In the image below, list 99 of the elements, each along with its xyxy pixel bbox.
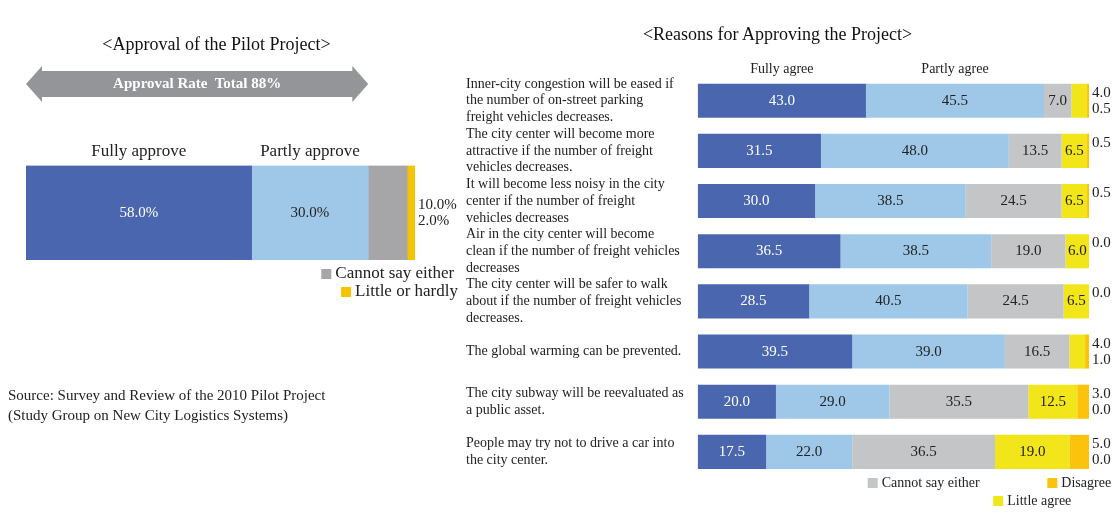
legend-label: Cannot say either xyxy=(335,263,455,283)
data-label: 0.0 xyxy=(1092,400,1111,417)
bar xyxy=(820,133,1009,168)
data-label: 1.0 xyxy=(1092,350,1111,367)
data-label: 10.0% xyxy=(418,195,457,212)
y-tick-label: The global warming can be prevented. xyxy=(466,343,682,359)
bar xyxy=(697,234,841,269)
bar xyxy=(889,384,1029,419)
data-label: 20.0 xyxy=(723,392,750,409)
y-tick-label: The city subway will be reevaluated as a public asset. xyxy=(466,385,684,417)
series-label: Fully approve xyxy=(91,141,187,161)
data-label: 30.0% xyxy=(290,203,330,220)
data-label: 45.5 xyxy=(941,91,969,108)
data-label: 38.5 xyxy=(877,191,904,208)
chart-title: <Reasons for Approving the Project> xyxy=(642,23,913,44)
bar xyxy=(995,434,1070,469)
data-label: 0.5 xyxy=(1092,133,1111,150)
y-tick-label: It will become less noisy in the city center if the number of freight vehicles decreases xyxy=(466,175,665,225)
bar xyxy=(1028,384,1078,419)
data-label: 39.0 xyxy=(915,342,942,359)
series-label: Fully agree xyxy=(750,61,814,77)
data-label: 6.5 xyxy=(1066,292,1086,309)
data-label: 7.0 xyxy=(1048,91,1068,108)
data-label: 24.5 xyxy=(1000,191,1027,208)
bar xyxy=(697,284,810,319)
y-tick-label: The city center will be safer to walk about if the number of freight vehicles decreases. xyxy=(466,276,682,325)
data-label: 12.5 xyxy=(1039,392,1066,409)
data-label: 19.0 xyxy=(1019,442,1046,459)
data-label: 0.5 xyxy=(1092,99,1111,116)
data-label: 24.5 xyxy=(1002,292,1029,309)
bar xyxy=(697,384,776,419)
data-label: 2.0% xyxy=(418,211,450,228)
bar xyxy=(697,83,866,118)
chart-title: <Approval of the Pilot Project> xyxy=(102,33,331,54)
bar xyxy=(967,284,1064,319)
y-tick-label: Inner-city congestion will be eased if the number of on-street parking freight vehicles decreases. xyxy=(466,75,675,125)
data-label: 17.5 xyxy=(718,442,746,459)
data-label: 13.5 xyxy=(1022,141,1049,158)
legend-label: Little or hardly xyxy=(355,281,459,301)
bar xyxy=(697,334,853,369)
legend-label: Little agree xyxy=(1007,492,1072,508)
data-label: 0.5 xyxy=(1092,183,1111,200)
bar xyxy=(697,133,821,168)
data-label: 19.0 xyxy=(1015,242,1042,259)
data-label: 35.5 xyxy=(945,392,973,409)
data-label: 58.0% xyxy=(119,203,159,220)
bar xyxy=(1085,334,1089,369)
source-note: Source: Survey and Review of the 2010 Pilot Project (Study Group on New City Logistics Systems) xyxy=(8,386,327,425)
data-label: 36.5 xyxy=(755,242,783,259)
data-label: 36.5 xyxy=(910,442,937,459)
bar xyxy=(697,183,816,219)
bar xyxy=(1069,434,1089,469)
bar xyxy=(865,83,1044,118)
data-label: 4.0 xyxy=(1092,334,1111,351)
y-tick-label: People may try not to drive a car into the city center. xyxy=(466,435,675,467)
data-label: 5.0 xyxy=(1092,434,1111,451)
bar xyxy=(852,334,1005,369)
data-label: 28.5 xyxy=(740,292,767,309)
bar xyxy=(251,165,369,260)
data-label: 48.0 xyxy=(901,141,928,158)
data-label: 6.0 xyxy=(1067,242,1087,259)
data-label: 43.0 xyxy=(768,91,795,108)
bar xyxy=(852,434,996,469)
data-label: 16.5 xyxy=(1024,342,1051,359)
bar xyxy=(1008,133,1062,168)
bar xyxy=(1069,334,1086,369)
y-tick-label: Air in the city center will become clean if the number of freight vehicles decreases xyxy=(466,226,680,275)
bar xyxy=(840,234,992,269)
data-label: 0.0 xyxy=(1092,450,1111,467)
bar xyxy=(815,183,966,219)
data-label: 29.0 xyxy=(819,392,846,409)
bar xyxy=(965,183,1062,219)
data-label: 31.5 xyxy=(746,141,773,158)
series-label: Partly agree xyxy=(921,61,989,77)
data-label: 6.5 xyxy=(1064,191,1084,208)
bar xyxy=(367,165,408,260)
bar xyxy=(766,434,853,469)
bar xyxy=(1071,83,1088,118)
bar xyxy=(26,165,252,260)
data-label: 40.5 xyxy=(875,292,902,309)
legend-label: Disagree xyxy=(1061,474,1112,490)
bar xyxy=(991,234,1066,269)
y-tick-label: The city center will become more attractive if the number of freight vehicles decreases. xyxy=(466,125,655,175)
bar xyxy=(697,434,767,469)
bar xyxy=(1004,334,1070,369)
data-label: 39.5 xyxy=(761,342,789,359)
data-label: 0.0 xyxy=(1092,234,1111,251)
data-label: 22.0 xyxy=(796,442,823,459)
legend-label: Cannot say either xyxy=(881,474,980,490)
series-label: Partly approve xyxy=(260,141,360,161)
bar xyxy=(809,284,968,319)
data-label: 38.5 xyxy=(902,242,929,259)
bar xyxy=(1077,384,1089,419)
data-label: 0.0 xyxy=(1092,284,1111,301)
data-label: 30.0 xyxy=(743,191,770,208)
data-label: 3.0 xyxy=(1092,384,1111,401)
bar xyxy=(775,384,890,419)
data-label: 6.5 xyxy=(1064,141,1084,158)
data-label: 4.0 xyxy=(1092,83,1111,100)
